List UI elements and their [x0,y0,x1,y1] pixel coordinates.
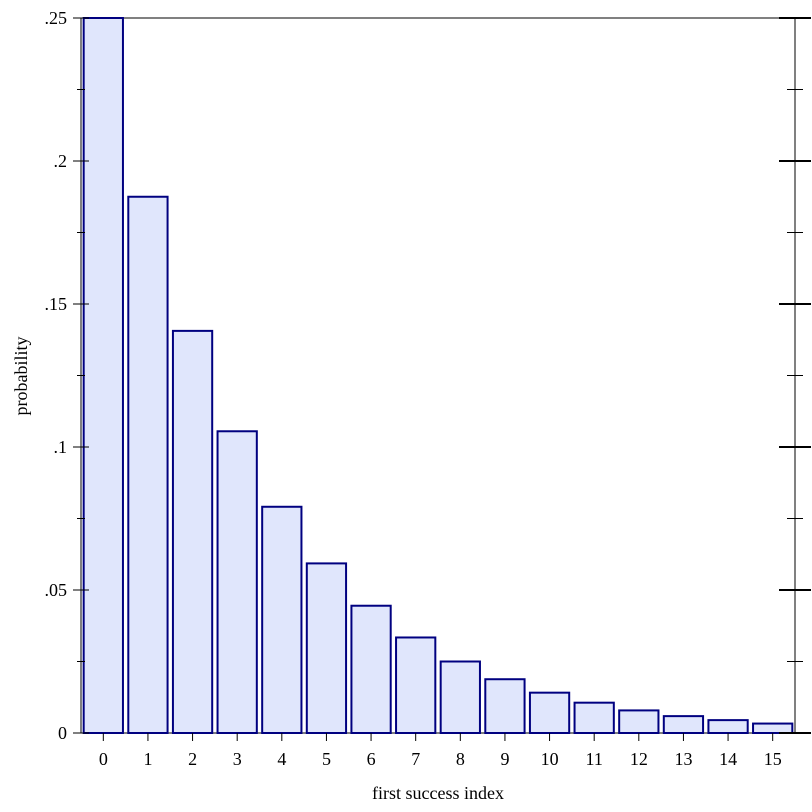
x-tick-label: 2 [188,749,197,769]
x-tick-label: 7 [411,749,420,769]
y-tick-label: .2 [54,151,68,171]
x-tick-label: 1 [143,749,152,769]
y-axis-ticks: 0 .05 .1 .15 .2 .25 [45,8,811,743]
bar-3 [216,430,258,734]
x-tick-label: 9 [500,749,509,769]
bar-0 [82,17,124,734]
x-axis-label: first success index [372,783,504,803]
x-tick-label: 14 [719,749,737,769]
bar-4 [261,505,303,734]
x-tick-label: 4 [277,749,286,769]
y-tick-label: .25 [45,8,68,28]
x-tick-label: 6 [367,749,376,769]
bar-13 [662,715,705,735]
bar-1 [127,195,169,734]
bars-group [82,17,794,735]
x-tick-label: 13 [674,749,692,769]
x-tick-label: 0 [99,749,108,769]
bar-9 [484,678,526,734]
x-tick-label: 12 [630,749,648,769]
bar-12 [618,709,660,734]
x-tick-label: 5 [322,749,331,769]
x-tick-label: 15 [764,749,782,769]
x-axis-ticks: 0 1 2 3 4 5 6 7 8 9 10 11 12 13 14 15 [99,733,782,769]
bar-14 [707,719,749,735]
x-tick-label: 10 [541,749,559,769]
bar-2 [171,329,214,734]
x-tick-label: 11 [586,749,603,769]
y-tick-label: 0 [58,723,67,743]
x-tick-label: 3 [233,749,242,769]
bar-5 [305,562,348,735]
bar-7 [395,636,437,734]
bar-11 [573,701,615,734]
bar-10 [528,691,571,734]
x-tick-label: 8 [456,749,465,769]
bar-6 [350,604,392,734]
y-axis-label: probability [11,337,31,416]
bar-8 [439,660,481,734]
bar-15 [752,722,794,734]
y-tick-label: .15 [45,294,68,314]
y-tick-label: .05 [45,580,68,600]
y-tick-label: .1 [54,437,68,457]
